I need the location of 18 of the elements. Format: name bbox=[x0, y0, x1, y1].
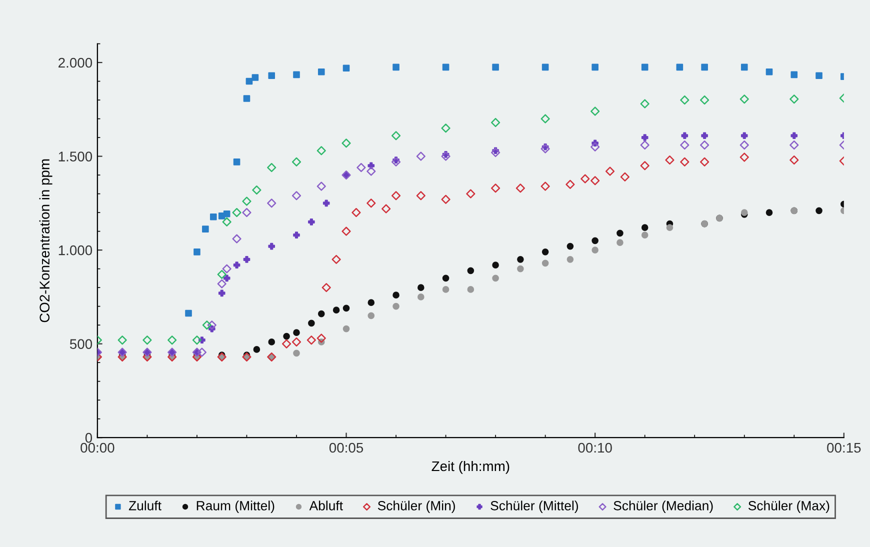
x-axis-title: Zeit (hh:mm) bbox=[432, 460, 510, 474]
legend-label: Raum (Mittel) bbox=[196, 500, 274, 513]
legend-label: Schüler (Mittel) bbox=[490, 500, 578, 513]
x-tick-label: 00:10 bbox=[578, 442, 612, 453]
legend-label: Abluft bbox=[309, 500, 343, 510]
y-tick-label: 1.500 bbox=[58, 152, 92, 162]
legend-label: Schüler (Median) bbox=[614, 500, 713, 513]
legend-label: Schüler (Min) bbox=[378, 500, 455, 513]
y-tick-label: 1.000 bbox=[58, 245, 92, 256]
y-tick-label: 0 bbox=[85, 432, 92, 443]
x-tick-label: 00:05 bbox=[329, 442, 364, 453]
y-tick-label: 2.000 bbox=[58, 58, 92, 68]
legend-label: Zuluft bbox=[128, 500, 162, 510]
x-tick-label: 00:00 bbox=[80, 442, 114, 453]
legend-label: Schüler (Max) bbox=[748, 500, 830, 513]
x-tick-label: 00:15 bbox=[827, 442, 861, 453]
y-tick-label: 500 bbox=[70, 339, 92, 349]
y-axis-title: CO2-Konzentration in ppm bbox=[39, 159, 52, 322]
